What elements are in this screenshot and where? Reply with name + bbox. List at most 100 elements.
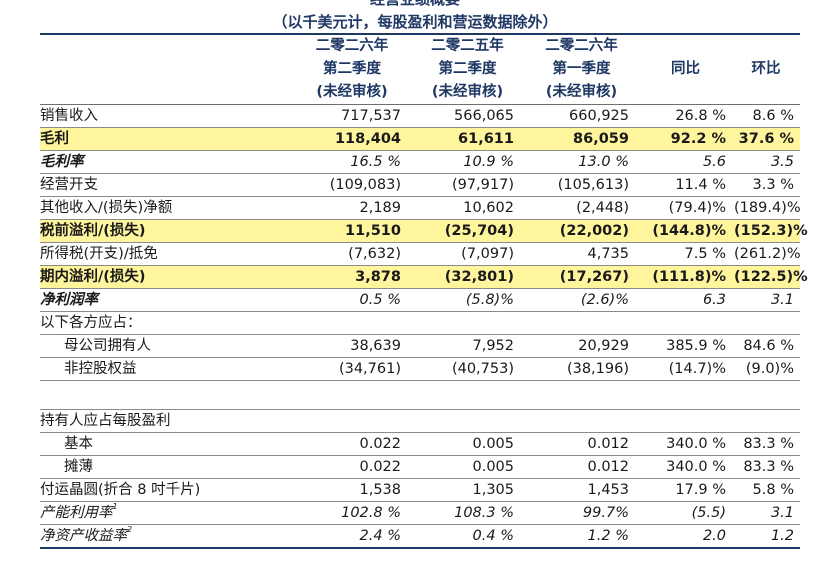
row-other-income: 其他收入/(损失)净额 2,189 10,602 (2,448) (79.4)%… [40, 196, 801, 220]
row-label: 其他收入/(损失)净额 [40, 196, 293, 220]
row-eps-basic: 基本 0.022 0.005 0.012 340.0 % 83.3 % [40, 432, 800, 456]
cell-v2: 1,305 [411, 478, 524, 502]
row-label: 付运晶圆(折合 8 吋千片) [40, 478, 293, 502]
cell-qoq: 5.8 % [732, 478, 800, 502]
cell-v1: 118,404 [293, 127, 411, 151]
cell-v3: 1,453 [524, 478, 639, 502]
cell-v2: 10,602 [411, 196, 524, 220]
cell-v2: 10.9 % [411, 150, 524, 174]
report-subtitle: （以千美元计，每股盈利和营运数据除外） [272, 13, 558, 31]
cell-v2: (5.8)% [411, 288, 524, 312]
cell-v3: 99.7% [524, 501, 639, 525]
row-income-tax: 所得税(开支)/抵免 (7,632) (7,097) 4,735 7.5 % (… [40, 242, 801, 266]
col1-audit: (未经审核) [293, 81, 411, 105]
row-label: 期内溢利/(损失) [40, 265, 293, 289]
row-label-text: 净资产收益率 [40, 528, 127, 544]
cell-v2: 0.005 [411, 455, 524, 479]
cell-yoy: (144.8)% [639, 219, 732, 243]
cell-yoy: 385.9 % [639, 334, 732, 358]
cell-qoq: 37.6 % [732, 127, 800, 151]
top-rule [40, 33, 800, 35]
row-label: 净资产收益率2 [40, 524, 293, 549]
cell-yoy: 340.0 % [639, 455, 732, 479]
cell-v2: 0.4 % [411, 524, 524, 549]
cell-qoq: (189.4)% [732, 196, 801, 220]
row-eps-diluted: 摊薄 0.022 0.005 0.012 340.0 % 83.3 % [40, 455, 800, 479]
cell-v3: (22,002) [524, 219, 639, 243]
cell-v2: (25,704) [411, 219, 524, 243]
footnote-marker: 1 [112, 502, 118, 511]
cell-v3: (2,448) [524, 196, 639, 220]
cell-v2 [411, 311, 524, 335]
cell-qoq: 3.5 [732, 150, 800, 174]
cell-v3: 86,059 [524, 127, 639, 151]
cell-qoq [732, 311, 800, 335]
cell-yoy: 26.8 % [639, 104, 732, 128]
cell-v3: 0.012 [524, 432, 639, 456]
col-yoy-header: 同比 [671, 61, 700, 77]
cell-yoy: 17.9 % [639, 478, 732, 502]
cell-v3 [524, 380, 639, 410]
col-qoq-header: 环比 [751, 61, 781, 77]
header-row-year: 二零二六年 二零二五年 二零二六年 [40, 35, 800, 58]
cell-v1: (7,632) [293, 242, 411, 266]
cell-yoy: 5.6 [639, 150, 732, 174]
results-table: 二零二六年 二零二五年 二零二六年 第二季度 第二季度 第一季度 同比 环比 (… [40, 35, 808, 549]
cell-qoq: 3.1 [732, 288, 800, 312]
cell-v3: 1.2 % [524, 524, 639, 549]
row-eps-header: 持有人应占每股盈利 [40, 409, 800, 433]
cell-qoq [732, 380, 800, 410]
cell-v2: (97,917) [411, 173, 524, 197]
cell-qoq: 8.6 % [732, 104, 800, 128]
cell-yoy [639, 380, 732, 410]
cell-v2: 0.005 [411, 432, 524, 456]
row-label: 母公司拥有人 [40, 334, 293, 358]
cell-v1: 717,537 [293, 104, 411, 128]
cell-qoq [732, 409, 800, 433]
cell-v1: 2.4 % [293, 524, 411, 549]
row-spacer [40, 380, 800, 410]
cell-v2: (7,097) [411, 242, 524, 266]
row-opex: 经营开支 (109,083) (97,917) (105,613) 11.4 %… [40, 173, 800, 197]
row-label: 非控股权益 [40, 357, 293, 381]
row-label [40, 380, 293, 410]
cell-v1: 3,878 [293, 265, 411, 289]
cell-qoq: 83.3 % [732, 455, 800, 479]
row-label: 毛利率 [40, 150, 293, 174]
row-label: 所得税(开支)/抵免 [40, 242, 293, 266]
cell-v1 [293, 311, 411, 335]
row-period-profit: 期内溢利/(损失) 3,878 (32,801) (17,267) (111.8… [40, 265, 808, 289]
footnote-marker: 2 [127, 525, 133, 534]
row-roe: 净资产收益率2 2.4 % 0.4 % 1.2 % 2.0 1.2 [40, 524, 800, 549]
cell-v1: 0.5 % [293, 288, 411, 312]
row-label: 经营开支 [40, 173, 293, 197]
row-gross-margin: 毛利率 16.5 % 10.9 % 13.0 % 5.6 3.5 [40, 150, 800, 174]
cell-v3: (38,196) [524, 357, 639, 381]
cell-qoq: 3.3 % [732, 173, 800, 197]
cell-v3 [524, 409, 639, 433]
cell-yoy: (14.7)% [639, 357, 732, 381]
cell-yoy [639, 409, 732, 433]
cell-v2: 108.3 % [411, 501, 524, 525]
cell-qoq: 3.1 [732, 501, 800, 525]
cell-yoy: 11.4 % [639, 173, 732, 197]
cell-v2 [411, 380, 524, 410]
col2-audit: (未经审核) [411, 81, 524, 105]
row-label: 销售收入 [40, 104, 293, 128]
cell-v2: 61,611 [411, 127, 524, 151]
row-utilization: 产能利用率1 102.8 % 108.3 % 99.7% (5.5) 3.1 [40, 501, 800, 525]
row-label: 税前溢利/(损失) [40, 219, 293, 243]
header-blank [40, 81, 293, 105]
cell-v1: (109,083) [293, 173, 411, 197]
row-owners: 母公司拥有人 38,639 7,952 20,929 385.9 % 84.6 … [40, 334, 800, 358]
cell-v1: 0.022 [293, 432, 411, 456]
cell-v3: (2.6)% [524, 288, 639, 312]
cell-v1: 38,639 [293, 334, 411, 358]
header-blank [639, 81, 732, 105]
cell-yoy: 2.0 [639, 524, 732, 549]
col1-quarter: 第二季度 [323, 61, 381, 77]
cell-qoq: (9.0)% [732, 357, 800, 381]
cell-yoy: 6.3 [639, 288, 732, 312]
report-title: 经营业绩概要 [0, 0, 830, 9]
cell-yoy: 340.0 % [639, 432, 732, 456]
